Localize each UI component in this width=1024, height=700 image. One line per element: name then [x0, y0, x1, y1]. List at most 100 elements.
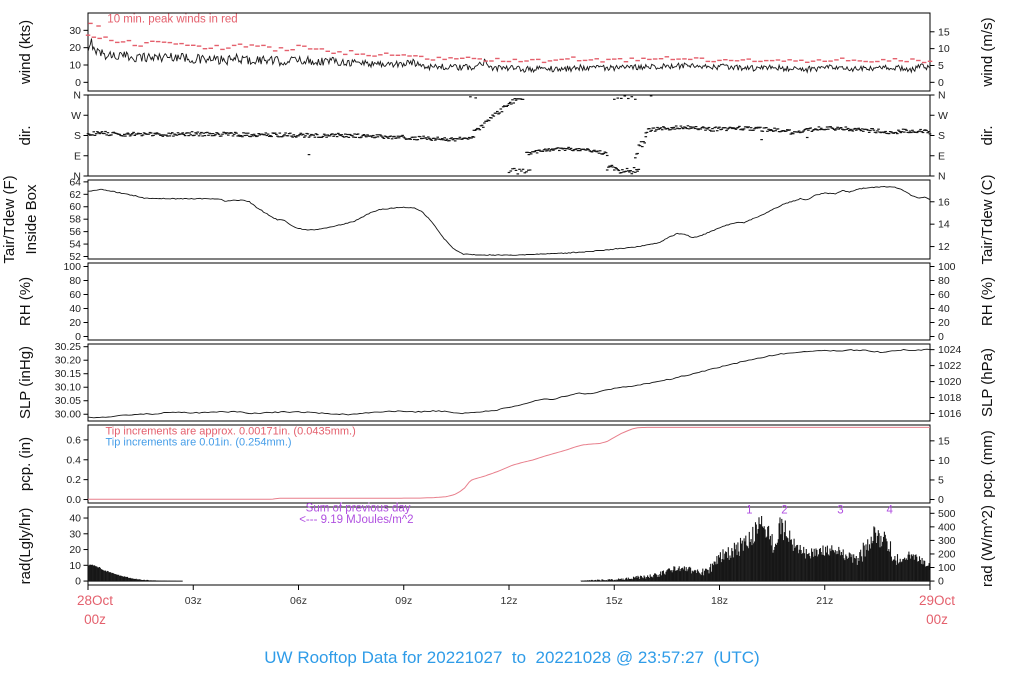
ytick-label-left: 56: [69, 226, 81, 238]
axis-title-right: rad (W/m^2): [979, 505, 996, 587]
series-dir-east-arc: [525, 146, 609, 157]
chart-title: UW Rooftop Data for 20221027 to 20221028…: [264, 648, 760, 667]
axis-title-left: Inside Box: [23, 184, 40, 255]
series-slp: [87, 348, 931, 419]
axis-title-right: dir.: [979, 125, 996, 145]
ytick-label-right: W: [938, 110, 948, 122]
axis-title-left: dir.: [17, 125, 34, 145]
ytick-label-left: 10: [69, 60, 81, 72]
ytick-label-right: 12: [938, 241, 950, 253]
series-dir-outliers: [307, 95, 809, 156]
ytick-label-right: 0: [938, 576, 944, 588]
ytick-label-left: 0: [75, 77, 81, 89]
annotation: Tip increments are approx. 0.00171in. (0…: [106, 426, 356, 438]
ytick-label-right: 1024: [938, 344, 962, 356]
ytick-label-left: 60: [69, 289, 81, 301]
ytick-label-right: 16: [938, 196, 950, 208]
series-dir-north-wrap-low: [507, 167, 532, 175]
ytick-label-left: 40: [69, 303, 81, 315]
series-wind-speed: [87, 38, 931, 74]
series-solar-radiation: [87, 516, 931, 582]
ytick-label-right: 15: [938, 435, 950, 447]
ytick-label-left: S: [74, 130, 81, 142]
axis-title-left: Tair/Tdew (F): [1, 175, 18, 263]
ytick-label-right: 14: [938, 219, 950, 231]
xtick-label: 03z: [185, 595, 202, 607]
ytick-label-left: 30.25: [55, 341, 81, 353]
xtick-label: 12z: [501, 595, 518, 607]
ytick-label-right: 80: [938, 275, 950, 287]
ytick-label-left: 30.00: [55, 409, 81, 421]
ytick-label-left: 30.10: [55, 382, 81, 394]
ytick-label-right: 300: [938, 535, 956, 547]
annotation: <--- 9.19 MJoules/m^2: [299, 514, 413, 526]
series-dir-veer-to-north: [472, 98, 525, 131]
ytick-label-right: 100: [938, 261, 956, 273]
xaxis-end-label: 29Oct: [919, 593, 955, 608]
ytick-label-left: 54: [69, 239, 81, 251]
series-wind-peaks-10min: [85, 22, 933, 64]
ytick-label-left: N: [73, 90, 81, 102]
annotation: Sum of previous day: [306, 503, 411, 515]
axis-title-left: rad(Lgly/hr): [17, 508, 34, 585]
panel-rh: 0 20 40 60 80 100 0 20 40 60 80 100 RH (%) RH (%): [17, 261, 996, 343]
series-dir-north-cluster-low: [605, 164, 641, 175]
ytick-label-left: 30.05: [55, 395, 81, 407]
ytick-label-right: 15: [938, 26, 950, 38]
ytick-label-left: 20: [69, 42, 81, 54]
ytick-label-left: 58: [69, 214, 81, 226]
xaxis-end-label: 00z: [84, 612, 106, 627]
annotation: 2: [781, 504, 787, 516]
ytick-label-left: 40: [69, 513, 81, 525]
ytick-label-left: 52: [69, 251, 81, 263]
axis-title-left: wind (kts): [17, 20, 34, 85]
ytick-label-left: 10: [69, 560, 81, 572]
axis-title-right: wind (m/s): [979, 17, 996, 87]
ytick-label-left: 30.20: [55, 355, 81, 367]
ytick-label-right: S: [938, 130, 945, 142]
xaxis-end-label: 00z: [926, 612, 948, 627]
ytick-label-right: 10: [938, 455, 950, 467]
ytick-label-right: 1022: [938, 360, 962, 372]
xtick-label: 18z: [711, 595, 728, 607]
series-pcp-cumulative: [88, 426, 930, 500]
ytick-label-right: 20: [938, 317, 950, 329]
ytick-label-left: W: [71, 110, 81, 122]
ytick-label-right: 500: [938, 508, 956, 520]
x-axis: 03z 06z 09z 12z 15z 18z 21z 28Oct 00z 29Oct 00z: [77, 585, 955, 627]
ytick-label-right: 0: [938, 331, 944, 343]
ytick-label-left: 0.0: [66, 494, 81, 506]
ytick-label-left: 80: [69, 275, 81, 287]
ytick-label-left: 62: [69, 189, 81, 201]
axis-title-left: SLP (inHg): [17, 346, 34, 419]
annotation: 10 min. peak winds in red: [107, 13, 237, 25]
axis-title-left: RH (%): [17, 277, 34, 326]
ytick-label-right: 0: [938, 77, 944, 89]
xtick-label: 15z: [606, 595, 623, 607]
axis-title-right: Tair/Tdew (C): [979, 174, 996, 264]
axis-title-left: pcp. (in): [17, 437, 34, 491]
ytick-label-right: 100: [938, 562, 956, 574]
panel-wind: 0 10 20 30 0 5 10 15 wind (kts) wind (m/s) 10 min.…: [17, 12, 996, 92]
xtick-label: 09z: [395, 595, 412, 607]
axis-title-right: RH (%): [979, 277, 996, 326]
ytick-label-left: 60: [69, 201, 81, 213]
ytick-label-right: 10: [938, 43, 950, 55]
ytick-label-right: E: [938, 150, 945, 162]
ytick-label-right: 1020: [938, 376, 962, 388]
xaxis-end-label: 28Oct: [77, 593, 113, 608]
ytick-label-left: 20: [69, 317, 81, 329]
ytick-label-left: 0.6: [66, 434, 81, 446]
ytick-label-left: 0.2: [66, 474, 81, 486]
ytick-label-left: 100: [63, 261, 81, 273]
ytick-label-right: 5: [938, 60, 944, 72]
annotation: 4: [886, 504, 893, 516]
axis-title-right: SLP (hPa): [979, 348, 996, 417]
ytick-label-left: 64: [69, 176, 81, 188]
series-dir-ssw-band: [644, 125, 932, 135]
